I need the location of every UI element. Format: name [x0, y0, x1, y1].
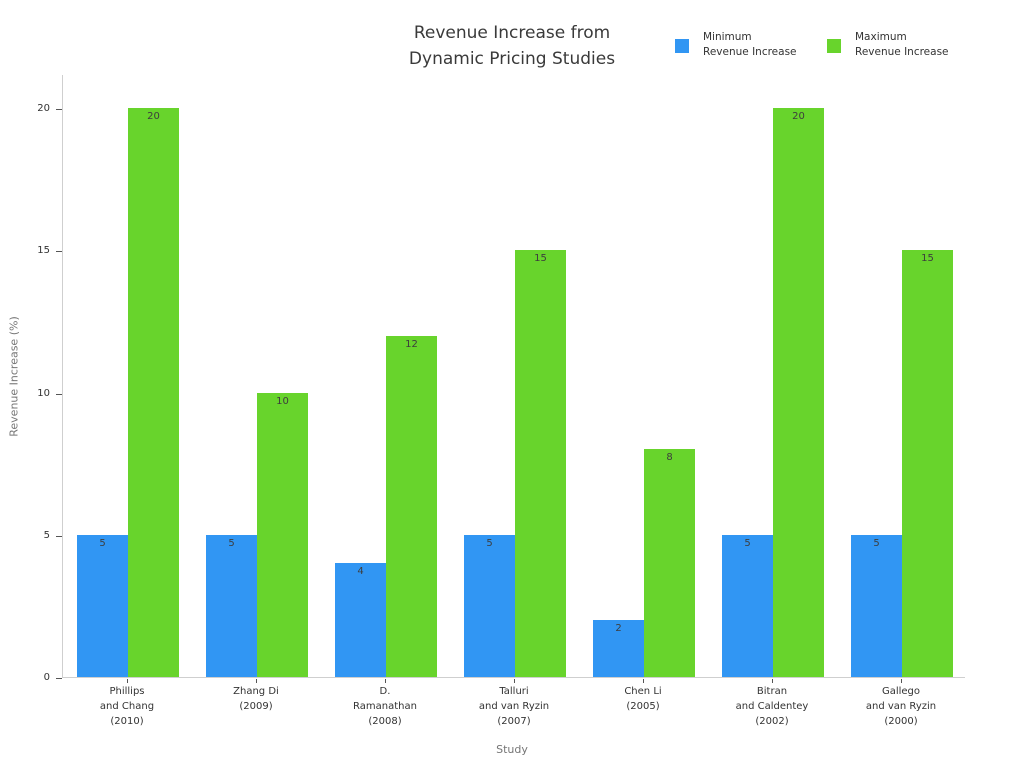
bar-value-label: 5 [873, 538, 880, 549]
x-tick-mark-6 [901, 679, 902, 683]
bar-maximum-2: 12 [386, 336, 437, 677]
bar-value-label: 20 [792, 111, 805, 122]
legend-label-maximum: Maximum Revenue Increase [855, 31, 949, 58]
bar-value-label: 5 [744, 538, 751, 549]
y-tick-label-5: 5 [43, 529, 50, 541]
bar-value-label: 5 [486, 538, 493, 549]
x-axis-title: Study [496, 743, 528, 756]
x-tick-mark-2 [385, 679, 386, 683]
bar-minimum-4: 2 [593, 620, 644, 677]
x-tick-mark-3 [514, 679, 515, 683]
bar-maximum-5: 20 [773, 108, 824, 677]
bar-minimum-6: 5 [851, 535, 902, 677]
legend-label-minimum: Minimum Revenue Increase [703, 31, 797, 58]
x-category-label-1: Zhang Di (2009) [233, 686, 279, 712]
bar-value-label: 12 [405, 339, 418, 350]
y-tick-label-15: 15 [37, 245, 50, 257]
bar-value-label: 8 [666, 452, 673, 463]
x-tick-mark-4 [643, 679, 644, 683]
legend-swatch-maximum-icon [827, 39, 841, 53]
y-axis-title: Revenue Increase (%) [7, 316, 21, 437]
x-tick-mark-1 [256, 679, 257, 683]
x-category-label-6: Gallego and van Ryzin (2000) [865, 686, 937, 727]
x-category-label-2: D. Ramanathan (2008) [353, 686, 417, 727]
y-tick-label-10: 10 [37, 387, 50, 399]
legend: Minimum Revenue Increase Maximum Revenue… [0, 0, 1024, 70]
bar-maximum-4: 8 [644, 449, 695, 677]
bar-maximum-0: 20 [128, 108, 179, 677]
bar-value-label: 4 [357, 566, 364, 577]
bar-value-label: 5 [228, 538, 235, 549]
bar-maximum-3: 15 [515, 250, 566, 677]
y-tick-mark-0 [56, 678, 62, 679]
bar-value-label: 10 [276, 396, 289, 407]
bar-minimum-2: 4 [335, 563, 386, 677]
y-tick-mark-5 [56, 535, 62, 537]
bar-minimum-3: 5 [464, 535, 515, 677]
y-tick-mark-15 [56, 251, 62, 253]
bar-minimum-1: 5 [206, 535, 257, 677]
legend-swatch-minimum-icon [675, 39, 689, 53]
bar-minimum-0: 5 [77, 535, 128, 677]
bar-minimum-5: 5 [722, 535, 773, 677]
y-tick-label-0: 0 [43, 672, 50, 683]
bar-value-label: 5 [99, 538, 106, 549]
y-tick-label-20: 20 [37, 103, 50, 115]
bar-value-label: 20 [147, 111, 160, 122]
x-tick-mark-5 [772, 679, 773, 683]
x-category-label-4: Chen Li (2005) [624, 686, 662, 712]
x-category-label-3: Talluri and van Ryzin (2007) [478, 686, 550, 727]
x-category-label-5: Bitran and Caldentey (2002) [735, 686, 809, 727]
x-category-label-0: Phillips and Chang (2010) [99, 686, 155, 727]
bar-maximum-1: 10 [257, 393, 308, 677]
x-tick-mark-0 [127, 679, 128, 683]
bar-value-label: 15 [921, 253, 934, 264]
bar-maximum-6: 15 [902, 250, 953, 677]
plot-area: 5 20 5 10 4 12 5 15 2 8 5 20 5 15 [62, 75, 965, 678]
bar-value-label: 2 [615, 623, 622, 634]
y-tick-mark-20 [56, 109, 62, 111]
bar-value-label: 15 [534, 253, 547, 264]
chart-title: Revenue Increase from Dynamic Pricing St… [408, 23, 616, 69]
y-tick-mark-10 [56, 393, 62, 395]
